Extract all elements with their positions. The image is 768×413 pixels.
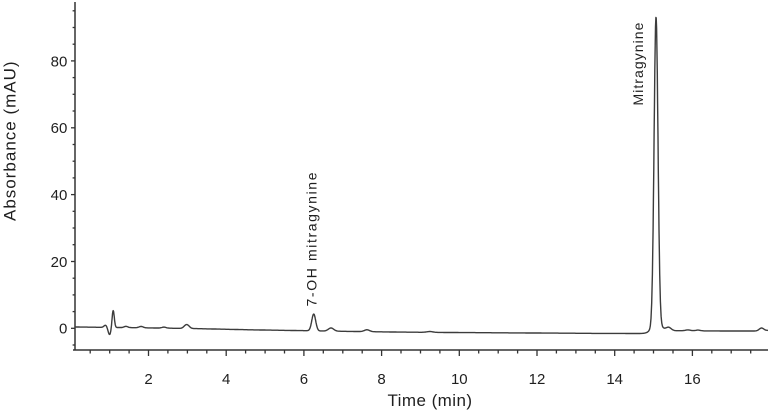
svg-text:6: 6 xyxy=(300,371,308,388)
svg-text:Time (min): Time (min) xyxy=(387,391,472,410)
svg-text:10: 10 xyxy=(451,371,468,388)
svg-text:4: 4 xyxy=(222,371,230,388)
svg-text:14: 14 xyxy=(606,371,623,388)
svg-text:20: 20 xyxy=(51,254,68,271)
svg-text:8: 8 xyxy=(377,371,385,388)
svg-text:16: 16 xyxy=(684,371,701,388)
svg-text:40: 40 xyxy=(51,187,68,204)
svg-text:7-OH mitragynine: 7-OH mitragynine xyxy=(303,171,319,307)
svg-text:0: 0 xyxy=(59,321,67,338)
svg-text:Mitragynine: Mitragynine xyxy=(630,22,646,106)
svg-text:80: 80 xyxy=(51,53,68,70)
svg-text:2: 2 xyxy=(144,371,152,388)
svg-text:Absorbance (mAU): Absorbance (mAU) xyxy=(1,60,20,221)
svg-text:12: 12 xyxy=(529,371,546,388)
svg-text:60: 60 xyxy=(51,120,68,137)
